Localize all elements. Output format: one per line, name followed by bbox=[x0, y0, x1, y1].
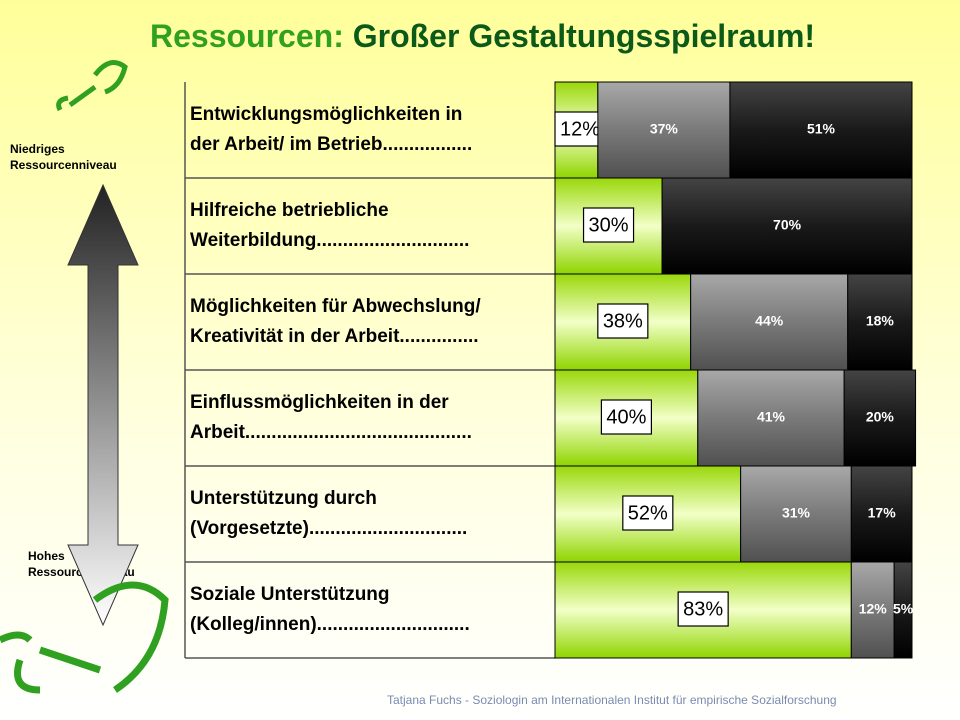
title-main: Großer Gestaltungsspielraum! bbox=[352, 18, 816, 54]
value-label: 5% bbox=[893, 601, 914, 617]
value-label: 18% bbox=[866, 313, 895, 329]
bar-segment bbox=[893, 561, 913, 659]
category-label: Möglichkeiten für Abwechslung/ Kreativit… bbox=[190, 296, 481, 347]
value-label: 40% bbox=[606, 406, 646, 428]
value-label: 38% bbox=[603, 310, 643, 332]
value-label-box bbox=[582, 207, 635, 243]
bar-segment bbox=[843, 369, 917, 467]
value-label: 31% bbox=[782, 505, 811, 521]
range-arrow bbox=[67, 183, 139, 627]
category-label: Hilfreiche betriebliche Weiterbildung...… bbox=[190, 200, 470, 251]
value-label: 44% bbox=[755, 313, 784, 329]
value-label: 83% bbox=[683, 598, 723, 620]
value-label: 52% bbox=[628, 502, 668, 524]
category-label: Soziale Unterstützung (Kolleg/innen)....… bbox=[190, 584, 470, 635]
can-icon-top bbox=[56, 60, 128, 112]
value-label: 37% bbox=[650, 121, 679, 137]
title-lead: Ressourcen: bbox=[150, 18, 344, 54]
value-label-box bbox=[622, 495, 674, 531]
axis-top-label: Niedriges Ressourcenniveau bbox=[10, 142, 117, 172]
value-label: 17% bbox=[868, 505, 897, 521]
value-label: 12% bbox=[560, 118, 600, 140]
footer: Tatjana Fuchs - Soziologin am Internatio… bbox=[387, 693, 837, 707]
value-label: 30% bbox=[589, 214, 629, 236]
value-label-box bbox=[600, 399, 653, 435]
value-label: 41% bbox=[757, 409, 786, 425]
category-label: Einflussmöglichkeiten in der Arbeit.....… bbox=[190, 392, 472, 443]
value-label: 12% bbox=[859, 601, 888, 617]
title: Ressourcen: Großer Gestaltungsspielraum! bbox=[150, 18, 815, 55]
can-icon-bottom bbox=[0, 581, 169, 694]
value-label-box bbox=[677, 591, 729, 627]
bar-segment bbox=[850, 465, 913, 563]
value-label: 51% bbox=[807, 121, 836, 137]
value-label-box bbox=[597, 303, 649, 339]
category-label: Entwicklungsmöglichkeiten in der Arbeit/… bbox=[190, 104, 473, 155]
bar-segment bbox=[850, 561, 895, 659]
bar-segment bbox=[847, 273, 913, 371]
value-label: 20% bbox=[866, 409, 895, 425]
value-label: 70% bbox=[773, 217, 802, 233]
bar-segment bbox=[697, 369, 845, 467]
bar-segment bbox=[690, 273, 849, 371]
category-label: Unterstützung durch (Vorgesetzte).......… bbox=[190, 488, 468, 539]
bar-segment bbox=[740, 465, 852, 563]
bar-segment bbox=[729, 81, 913, 179]
